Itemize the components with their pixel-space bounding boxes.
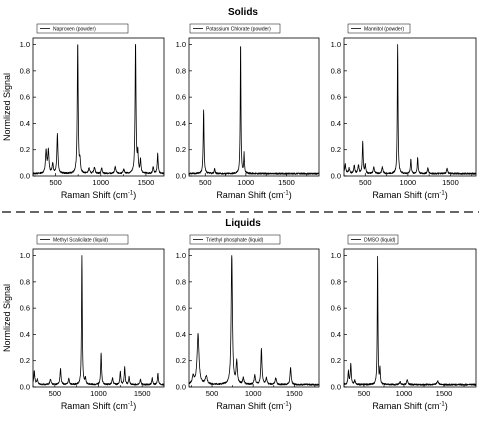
y-tick-label: 0.2 (20, 145, 30, 154)
y-tick-label: 1.0 (176, 251, 186, 260)
x-tick-label: 1500 (442, 178, 459, 187)
x-tick-label: 500 (359, 178, 372, 187)
legend-label: Methyl Scalicilate (liquid) (53, 237, 108, 243)
x-tick-label: 500 (206, 389, 219, 398)
x-axis-label: Raman Shift (cm-1) (372, 190, 447, 200)
y-tick-label: 0.0 (176, 383, 186, 392)
plot-frame (188, 37, 320, 177)
y-tick-label: 0.0 (331, 172, 341, 181)
legend-label: Potassium Chlorate (powder) (206, 26, 271, 32)
y-tick-label: 0.6 (176, 93, 186, 102)
spectra-panels: 0.0 0.2 0.4 0.6 0.8 1.0 500 1000 1500 Naproxen (p… (2, 23, 477, 411)
y-tick-label: 1.0 (20, 40, 30, 49)
y-tick-label: 0.2 (331, 356, 341, 365)
y-tick-label: 0.8 (331, 66, 341, 75)
liquids-title: Liquids (225, 218, 261, 229)
y-tick-label: 0.2 (331, 145, 341, 154)
x-tick-label: 500 (49, 389, 62, 398)
x-tick-label: 1000 (238, 178, 255, 187)
x-axis-label: Raman Shift (cm-1) (61, 190, 136, 200)
y-tick-label: 0.2 (20, 356, 30, 365)
spectrum-line (32, 255, 165, 386)
spectrum-panel: 0.0 0.2 0.4 0.6 0.8 1.0 500 1000 1500 DMSO (liqui… (331, 234, 477, 411)
legend-label: Mannitol (powder) (364, 26, 404, 32)
spectrum-line (188, 255, 320, 386)
y-tick-label: 0.8 (176, 66, 186, 75)
legend-label: DMSO (liquid) (364, 237, 396, 243)
spectrum-panel: 0.0 0.2 0.4 0.6 0.8 1.0 500 1000 1500 Methyl Scal… (2, 234, 165, 411)
y-tick-label: 0.0 (20, 383, 30, 392)
legend-label: Triethyl phosphate (liquid) (206, 237, 264, 243)
y-tick-label: 1.0 (331, 40, 341, 49)
y-tick-label: 0.8 (331, 277, 341, 286)
x-tick-label: 1000 (92, 178, 109, 187)
x-tick-label: 1000 (400, 178, 417, 187)
y-tick-label: 0.2 (176, 356, 186, 365)
plot-frame (188, 248, 320, 388)
x-tick-label: 500 (358, 389, 371, 398)
x-axis-label: Raman Shift (cm-1) (61, 401, 136, 411)
legend-box (36, 23, 129, 34)
legend-box (189, 234, 281, 245)
y-tick-label: 1.0 (20, 251, 30, 260)
y-axis-label: Normlized Signal (2, 284, 12, 352)
y-tick-label: 0.6 (331, 93, 341, 102)
y-tick-label: 0.0 (20, 172, 30, 181)
x-axis-label: Raman Shift (cm-1) (216, 401, 291, 411)
y-tick-label: 0.0 (331, 383, 341, 392)
y-tick-label: 0.4 (20, 119, 30, 128)
x-tick-label: 1500 (278, 178, 295, 187)
y-tick-label: 0.6 (176, 304, 186, 313)
x-tick-label: 1500 (286, 389, 303, 398)
solids-title: Solids (228, 7, 258, 18)
x-tick-label: 1500 (138, 178, 155, 187)
y-tick-label: 1.0 (331, 251, 341, 260)
spectrum-panel: 0.0 0.2 0.4 0.6 0.8 1.0 500 1000 1500 Naproxen (p… (2, 23, 165, 200)
y-tick-label: 0.2 (176, 145, 186, 154)
x-tick-label: 1000 (396, 389, 413, 398)
y-tick-label: 0.6 (20, 304, 30, 313)
x-axis-label: Raman Shift (cm-1) (372, 401, 447, 411)
legend-box (347, 234, 399, 245)
legend-box (36, 234, 129, 245)
x-tick-label: 1000 (245, 389, 262, 398)
y-tick-label: 0.4 (331, 119, 341, 128)
y-axis-label: Normlized Signal (2, 73, 12, 141)
spectrum-panel: 0.0 0.2 0.4 0.6 0.8 1.0 500 1000 1500 Potassium C… (176, 23, 320, 200)
y-tick-label: 0.4 (331, 330, 341, 339)
y-tick-label: 0.8 (176, 277, 186, 286)
spectrum-panel: 0.0 0.2 0.4 0.6 0.8 1.0 500 1000 1500 Mannitol (p… (331, 23, 477, 200)
legend-box (189, 23, 281, 34)
spectrum-panel: 0.0 0.2 0.4 0.6 0.8 1.0 500 1000 1500 Triethyl ph… (176, 234, 320, 411)
y-tick-label: 0.6 (20, 93, 30, 102)
x-tick-label: 1500 (436, 389, 453, 398)
x-axis-label: Raman Shift (cm-1) (216, 190, 291, 200)
spectrum-line (343, 255, 477, 386)
y-tick-label: 0.6 (331, 304, 341, 313)
y-tick-label: 0.0 (176, 172, 186, 181)
spectrum-line (32, 44, 165, 175)
y-tick-label: 0.4 (176, 119, 186, 128)
legend-label: Naproxen (powder) (53, 26, 96, 32)
spectrum-line (343, 44, 477, 175)
spectrum-line (188, 46, 320, 175)
plot-frame (343, 248, 477, 388)
plot-frame (343, 37, 477, 177)
x-tick-label: 500 (49, 178, 62, 187)
x-tick-label: 1500 (134, 389, 151, 398)
plot-frame (32, 37, 165, 177)
y-tick-label: 0.8 (20, 277, 30, 286)
plot-frame (32, 248, 165, 388)
y-tick-label: 1.0 (176, 40, 186, 49)
x-tick-label: 500 (199, 178, 212, 187)
x-tick-label: 1000 (90, 389, 107, 398)
y-tick-label: 0.4 (176, 330, 186, 339)
y-tick-label: 0.4 (20, 330, 30, 339)
y-tick-label: 0.8 (20, 66, 30, 75)
legend-box (347, 23, 411, 34)
